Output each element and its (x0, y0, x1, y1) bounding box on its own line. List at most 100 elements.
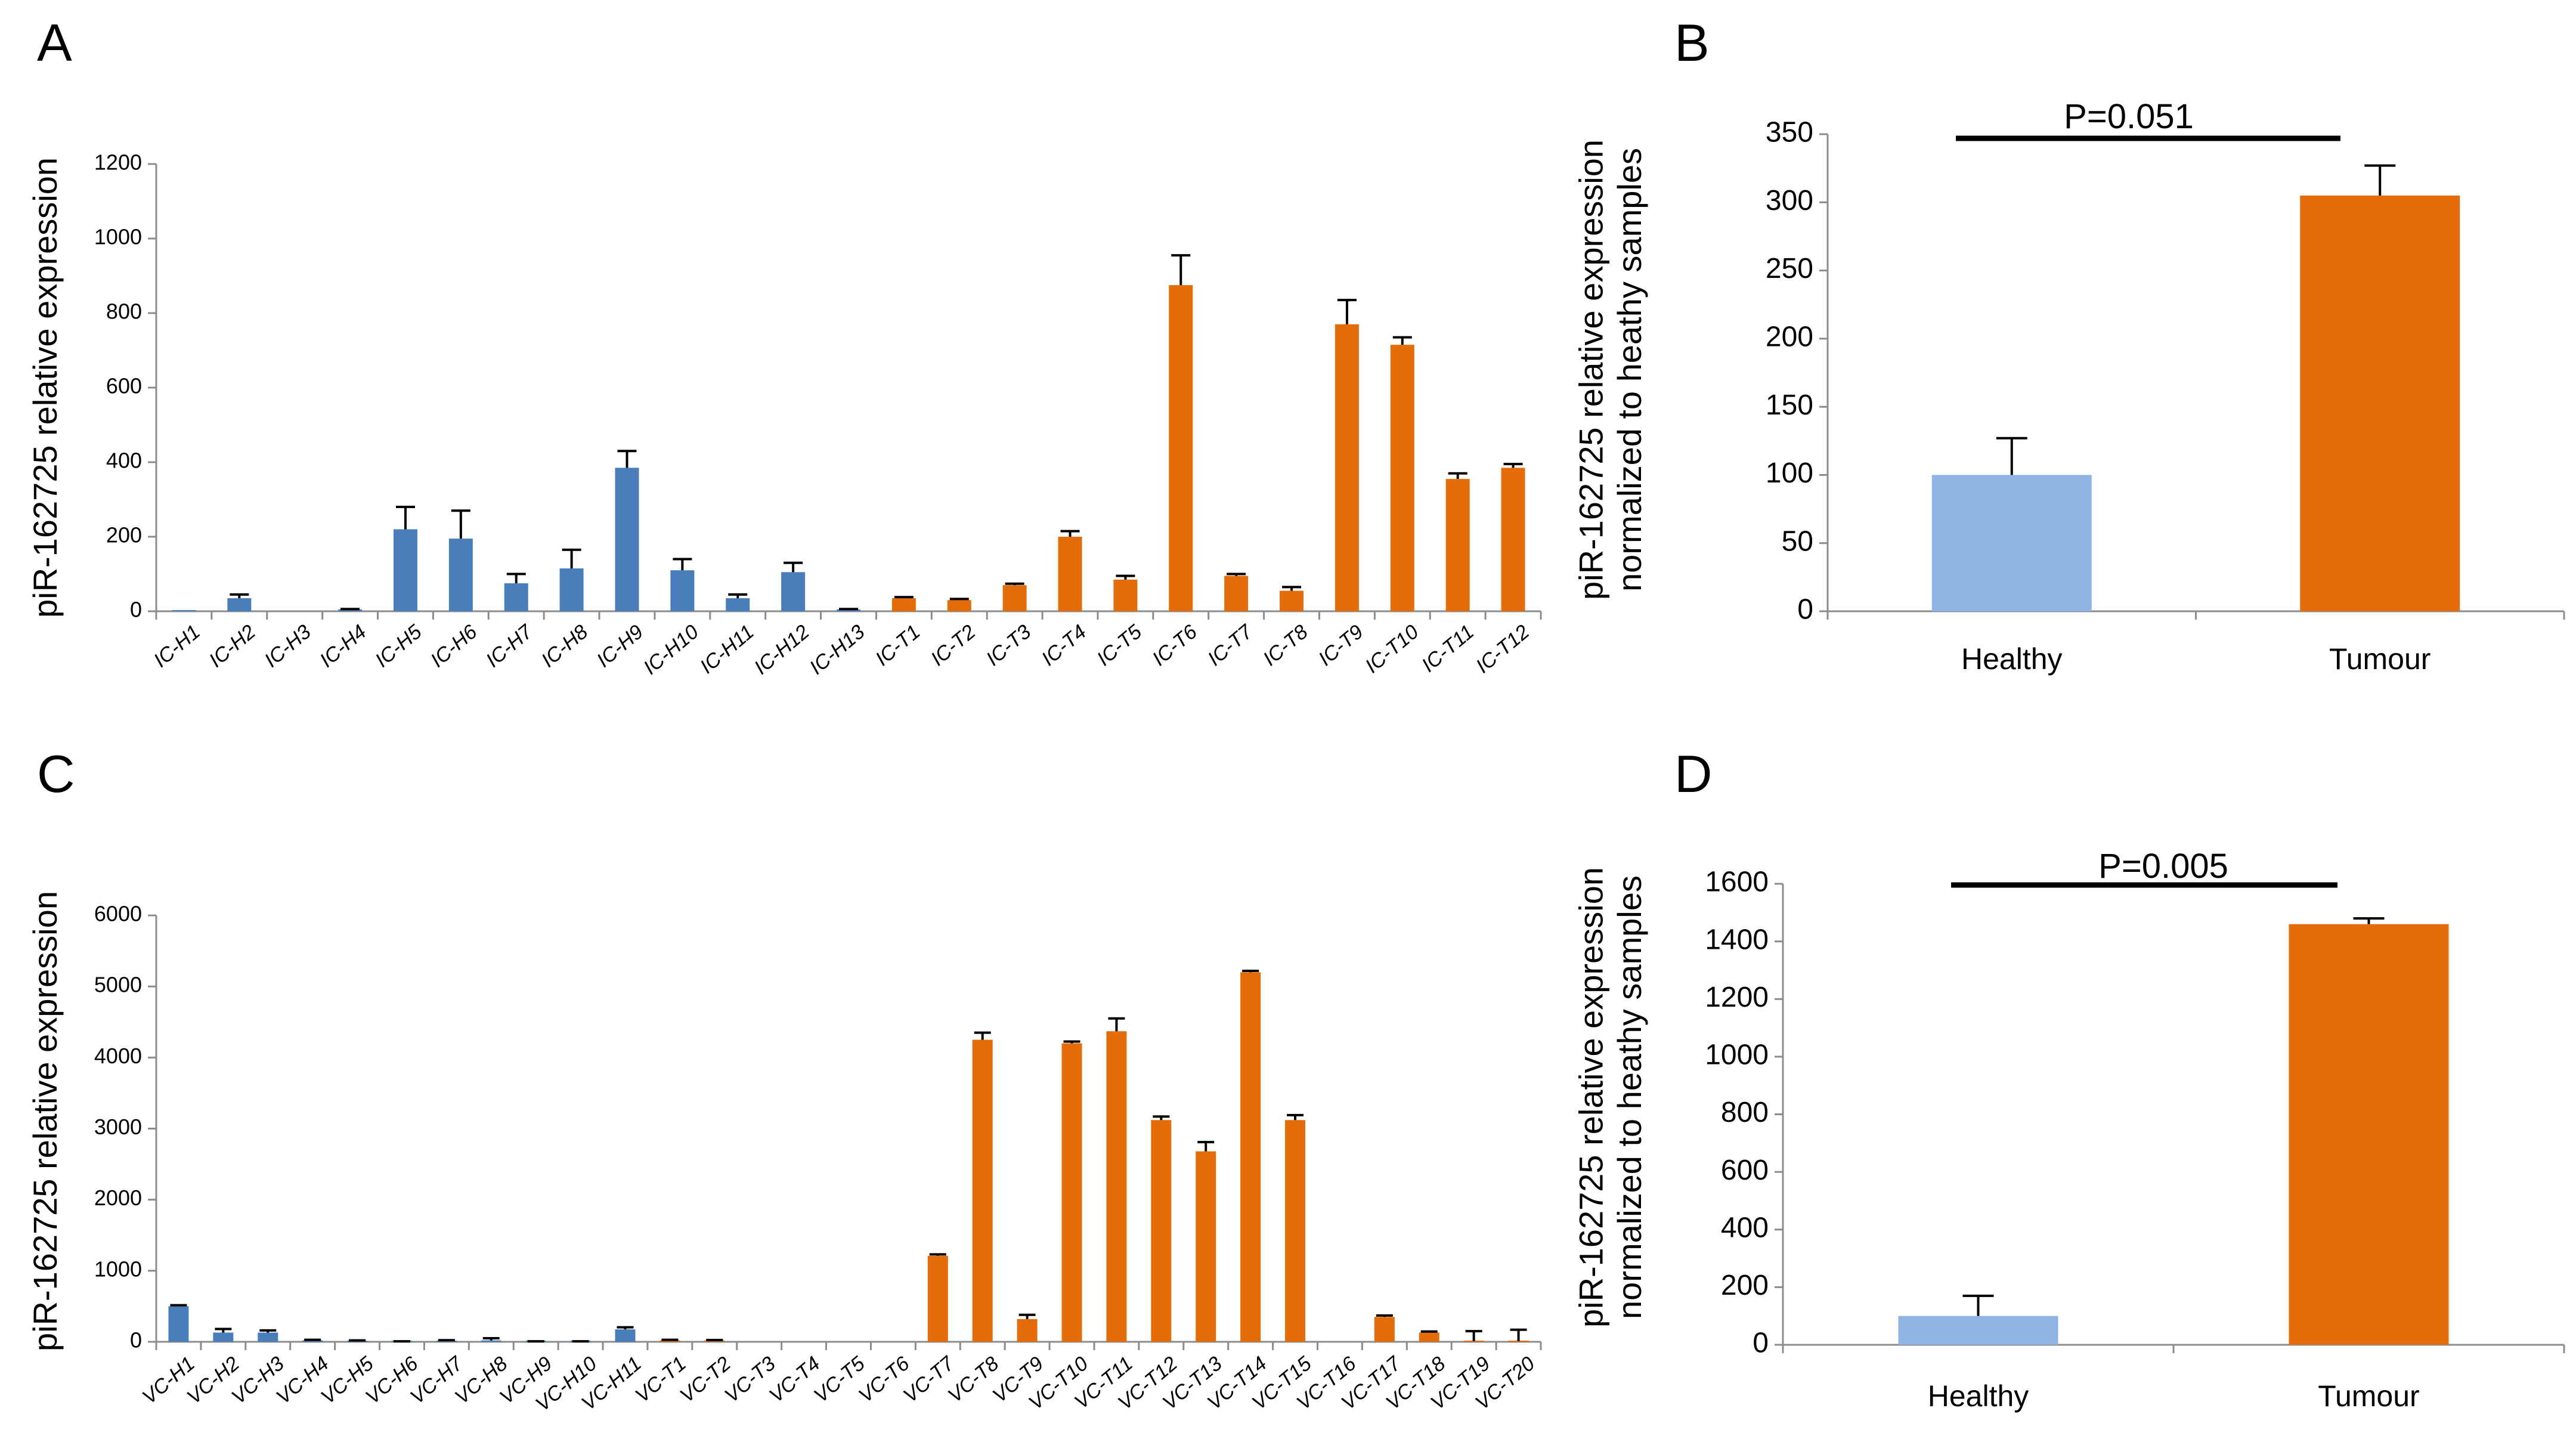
bar-ic-t3 (1002, 585, 1027, 611)
bar-tumour (2289, 924, 2449, 1345)
x-tick-label: Tumour (2318, 1379, 2419, 1413)
y-axis-label: normalized to heathy samples (1611, 148, 1648, 592)
y-tick-label: 4000 (94, 1044, 142, 1068)
y-tick-label: 600 (1721, 1155, 1769, 1186)
y-tick-label: 6000 (94, 902, 142, 926)
x-tick-label: IC-H8 (537, 620, 593, 672)
x-tick-label: IC-T7 (1203, 620, 1257, 670)
y-tick-label: 300 (1766, 185, 1813, 216)
bar-ic-t5 (1113, 579, 1138, 611)
bar-vc-t7 (927, 1255, 948, 1342)
bar-vc-h3 (258, 1332, 278, 1342)
y-tick-label: 2000 (94, 1186, 142, 1210)
y-tick-label: 800 (106, 299, 142, 324)
y-axis-label: piR-162725 relative expression (26, 157, 64, 618)
bar-ic-t9 (1335, 324, 1359, 611)
bar-ic-h5 (393, 529, 417, 611)
bar-ic-h6 (448, 539, 473, 611)
x-tick-label: IC-H9 (593, 620, 648, 672)
bar-vc-h1 (168, 1306, 189, 1342)
bar-healthy (1898, 1316, 2058, 1345)
bar-ic-t2 (947, 600, 971, 611)
bar-ic-h12 (781, 572, 806, 611)
x-tick-label: IC-H7 (482, 620, 537, 672)
bar-ic-h11 (726, 598, 750, 611)
p-value-annotation: P=0.005 (2098, 847, 2228, 886)
x-tick-label: IC-T6 (1148, 620, 1202, 670)
y-tick-label: 600 (106, 374, 142, 398)
y-tick-label: 350 (1766, 117, 1813, 148)
y-axis-label: piR-162725 relative expression (1572, 867, 1610, 1327)
x-tick-label: VC-T6 (854, 1352, 914, 1407)
bar-ic-t6 (1169, 285, 1193, 611)
bar-ic-h13 (837, 609, 860, 611)
x-tick-label: IC-H3 (260, 620, 315, 672)
x-tick-label: VC-T8 (944, 1352, 1004, 1407)
x-tick-label: IC-T8 (1259, 620, 1312, 670)
bar-vc-t15 (1285, 1120, 1306, 1342)
y-axis-label: normalized to heathy samples (1611, 875, 1648, 1319)
bar-ic-h8 (559, 568, 584, 611)
y-axis-label: piR-162725 relative expression (26, 891, 64, 1351)
bar-vc-t1 (660, 1340, 680, 1342)
x-tick-label: VC-T3 (720, 1352, 780, 1407)
bar-vc-t9 (1017, 1319, 1038, 1342)
x-tick-label: Tumour (2329, 642, 2431, 676)
x-tick-label: IC-H12 (750, 620, 814, 679)
bar-ic-h1 (172, 610, 196, 611)
panel-letter: D (1674, 744, 1713, 803)
bar-vc-t17 (1374, 1317, 1395, 1342)
bar-ic-h10 (670, 570, 695, 611)
bar-vc-t19 (1463, 1341, 1484, 1342)
y-axis-label: piR-162725 relative expression (1572, 140, 1610, 600)
bar-ic-t4 (1058, 537, 1082, 611)
x-tick-label: Healthy (1961, 642, 2063, 676)
y-tick-label: 1200 (1705, 982, 1769, 1013)
x-tick-label: IC-T12 (1472, 620, 1534, 677)
bar-vc-h11 (615, 1329, 636, 1342)
y-tick-label: 250 (1766, 253, 1813, 284)
bar-ic-t12 (1501, 468, 1525, 611)
x-tick-label: IC-T9 (1314, 620, 1368, 670)
bar-vc-h2 (213, 1332, 234, 1342)
bar-ic-h4 (338, 609, 363, 611)
p-value-annotation: P=0.051 (2064, 97, 2194, 136)
bar-vc-t11 (1106, 1031, 1127, 1342)
x-tick-label: IC-H4 (315, 620, 370, 672)
x-tick-label: IC-T10 (1361, 620, 1423, 677)
panel-letter: C (37, 744, 75, 803)
bar-ic-t8 (1280, 590, 1304, 611)
panel-letter: B (1674, 13, 1710, 72)
y-tick-label: 0 (1753, 1327, 1769, 1359)
bar-vc-h4 (302, 1340, 323, 1342)
bar-tumour (2300, 195, 2460, 611)
y-tick-label: 5000 (94, 973, 142, 997)
y-tick-label: 50 (1782, 525, 1813, 557)
bar-ic-t10 (1390, 345, 1414, 611)
y-tick-label: 200 (1766, 321, 1813, 353)
y-tick-label: 200 (1721, 1270, 1769, 1301)
bar-vc-t12 (1151, 1120, 1172, 1342)
x-tick-label: IC-T4 (1038, 620, 1091, 670)
bar-ic-h7 (504, 583, 528, 611)
y-tick-label: 0 (1797, 594, 1813, 626)
y-tick-label: 3000 (94, 1115, 142, 1139)
bar-vc-t8 (972, 1039, 993, 1342)
x-tick-label: IC-H6 (426, 620, 482, 672)
bar-vc-t20 (1508, 1341, 1529, 1342)
x-tick-label: IC-H13 (806, 620, 869, 679)
x-tick-label: Healthy (1928, 1379, 2029, 1413)
bar-ic-t1 (891, 598, 916, 611)
y-tick-label: 0 (130, 1328, 142, 1353)
x-tick-label: VC-T2 (676, 1352, 735, 1407)
x-tick-label: IC-H2 (205, 620, 260, 672)
x-tick-label: VC-T5 (810, 1352, 869, 1407)
x-tick-label: IC-T2 (927, 620, 980, 670)
x-tick-label: IC-T1 (871, 620, 925, 670)
bar-vc-t10 (1061, 1043, 1082, 1342)
y-tick-label: 100 (1766, 457, 1813, 489)
